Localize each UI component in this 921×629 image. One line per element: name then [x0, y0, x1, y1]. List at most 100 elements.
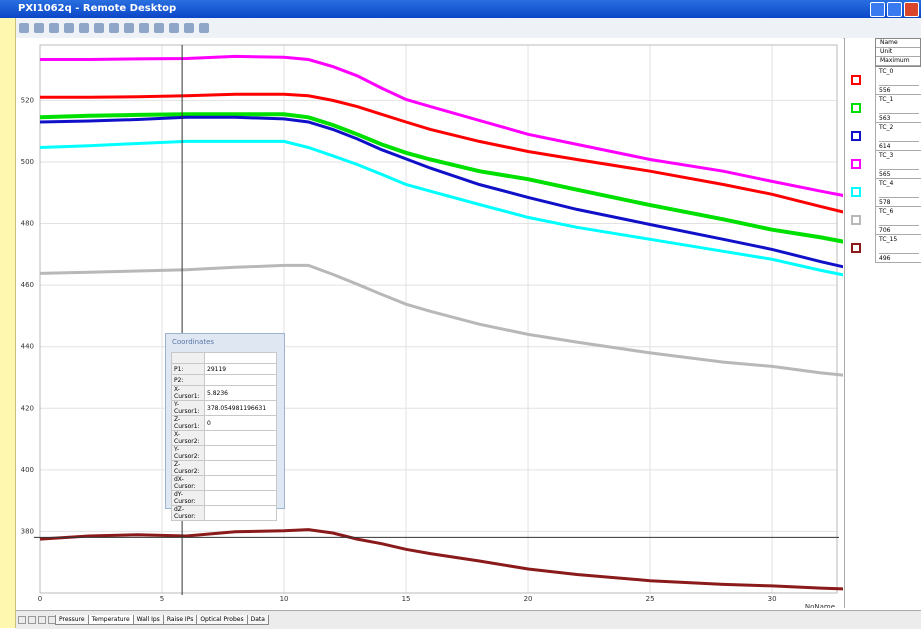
tab[interactable]: Data — [246, 615, 269, 625]
coordinate-label: dZ-Cursor: — [171, 505, 205, 521]
x-tick-label: 0 — [38, 595, 42, 603]
maximize-button[interactable] — [887, 2, 902, 17]
tab-nav[interactable] — [18, 616, 26, 624]
legend-name: TC_15 — [879, 236, 898, 243]
tool-button[interactable] — [49, 23, 59, 33]
y-tick-label: 460 — [21, 281, 34, 289]
y-tick-label: 500 — [21, 158, 34, 166]
coordinate-value — [204, 505, 277, 521]
tool-button[interactable] — [109, 23, 119, 33]
legend-entry[interactable]: TC_15 496 — [851, 235, 921, 263]
legend-entry[interactable]: TC_0 556 — [851, 67, 921, 95]
tool-button[interactable] — [124, 23, 134, 33]
legend-swatch — [851, 187, 861, 197]
series-line — [39, 112, 843, 244]
coordinate-value — [204, 430, 277, 446]
legend-maximum: 578 — [879, 197, 919, 206]
tab[interactable]: Raise IPs — [162, 615, 198, 625]
coordinate-label: P1: — [171, 363, 205, 375]
series-line — [39, 139, 843, 277]
y-tick-label: 400 — [21, 466, 34, 474]
coordinate-value — [204, 445, 277, 461]
x-tick-label: 5 — [160, 595, 164, 603]
coordinate-label: X-Cursor2: — [171, 430, 205, 446]
legend-name: TC_2 — [879, 124, 894, 131]
series-line — [39, 528, 843, 591]
legend-swatch — [851, 103, 861, 113]
tool-button[interactable] — [199, 23, 209, 33]
x-tick-label: 10 — [280, 595, 289, 603]
y-tick-label: 520 — [21, 96, 34, 104]
minimize-button[interactable] — [870, 2, 885, 17]
legend-header-cell: Unit — [876, 48, 920, 57]
legend-maximum: 496 — [879, 253, 919, 262]
coordinates-row: Z-Cursor1: 0 — [171, 415, 277, 431]
tool-button[interactable] — [169, 23, 179, 33]
legend-swatch — [851, 159, 861, 169]
legend: Name Unit Maximum TC_0 556 TC_1 563 TC_2 614 TC_3… — [844, 38, 921, 608]
tab[interactable]: Wall Ips — [132, 615, 164, 625]
tool-button[interactable] — [184, 23, 194, 33]
legend-name: TC_0 — [879, 68, 894, 75]
coordinate-label: dX-Cursor: — [171, 475, 205, 491]
legend-swatch — [851, 215, 861, 225]
legend-name: TC_6 — [879, 208, 894, 215]
tab-bar: Pressure Temperature Wall Ips Raise IPs Opti… — [16, 610, 921, 629]
tab[interactable]: Optical Probes — [196, 615, 248, 625]
coordinates-row: X-Cursor2: — [171, 430, 277, 446]
legend-entry[interactable]: TC_2 614 — [851, 123, 921, 151]
series-line — [39, 263, 843, 377]
coordinates-table: P1: 29119 P2: X-Cursor1: 5.8236 Y-Cursor1: 378… — [171, 352, 277, 521]
tab-nav[interactable] — [38, 616, 46, 624]
legend-name: TC_3 — [879, 152, 894, 159]
legend-entry[interactable]: TC_4 578 — [851, 179, 921, 207]
coordinate-value — [204, 490, 277, 506]
series-line — [39, 115, 843, 269]
legend-entry[interactable]: TC_1 563 — [851, 95, 921, 123]
legend-maximum: 563 — [879, 113, 919, 122]
coordinates-row: dX-Cursor: — [171, 475, 277, 491]
panel-title: Coordinates — [172, 338, 215, 346]
coordinates-row: Y-Cursor2: — [171, 445, 277, 461]
coordinate-label: P2: — [171, 374, 205, 386]
plot-background — [16, 38, 843, 608]
tool-button[interactable] — [34, 23, 44, 33]
tool-button[interactable] — [79, 23, 89, 33]
coordinates-panel: Coordinates P1: 29119 P2: X-Cursor1: 5.8236 Y… — [165, 333, 285, 521]
tool-button[interactable] — [94, 23, 104, 33]
series-line — [40, 54, 843, 197]
close-button[interactable] — [904, 2, 919, 17]
tool-button[interactable] — [64, 23, 74, 33]
series-line — [40, 92, 843, 214]
tab[interactable]: Temperature — [87, 615, 134, 625]
legend-header-cell: Name — [876, 39, 920, 48]
coordinate-value — [204, 460, 277, 476]
x-tick-label: 15 — [402, 595, 411, 603]
tab-nav[interactable] — [28, 616, 36, 624]
legend-header-cell: Maximum — [876, 57, 920, 66]
legend-entry[interactable]: TC_6 706 — [851, 207, 921, 235]
coordinate-label: Y-Cursor2: — [171, 445, 205, 461]
legend-maximum: 565 — [879, 169, 919, 178]
coordinate-label: X-Cursor1: — [171, 385, 205, 401]
y-tick-label: 380 — [21, 527, 34, 535]
legend-maximum: 614 — [879, 141, 919, 150]
plot-frame — [39, 44, 838, 594]
tool-button[interactable] — [154, 23, 164, 33]
y-tick-label: 440 — [21, 343, 34, 351]
side-strip — [0, 18, 16, 628]
legend-swatch — [851, 131, 861, 141]
coordinates-row: P1: 29119 — [171, 363, 277, 375]
coordinate-value — [204, 475, 277, 491]
coordinates-row: P2: — [171, 374, 277, 386]
tool-button[interactable] — [139, 23, 149, 33]
coordinate-label: dY-Cursor: — [171, 490, 205, 506]
tab[interactable]: Pressure — [55, 615, 89, 625]
legend-entry[interactable]: TC_3 565 — [851, 151, 921, 179]
legend-swatch — [851, 75, 861, 85]
title-bar: PXI1062q - Remote Desktop — [0, 0, 921, 18]
y-tick-label: 420 — [21, 404, 34, 412]
tool-button[interactable] — [19, 23, 29, 33]
coordinate-label: Z-Cursor1: — [171, 415, 205, 431]
